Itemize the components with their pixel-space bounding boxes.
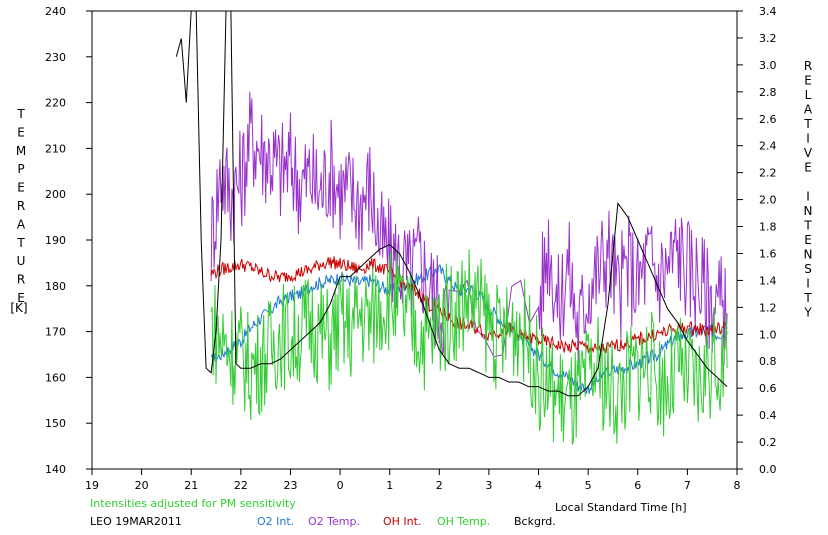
y-right-title-char: N bbox=[804, 248, 813, 262]
axis-labels: 19 20 21 22 23 0 1 2 3 4 5 6 7 8140150160170180190200… bbox=[10, 5, 813, 492]
y-left-title-char: T bbox=[16, 107, 25, 121]
x-tick-label: 19 bbox=[85, 479, 99, 492]
y-left-title-char: P bbox=[17, 162, 24, 176]
y-left-tick-label: 220 bbox=[45, 97, 66, 110]
y-right-tick-label: 3.0 bbox=[759, 59, 777, 72]
legend-item: Bckgrd. bbox=[514, 515, 556, 528]
y-right-title-char: I bbox=[806, 190, 810, 204]
y-right-title-char: Y bbox=[803, 306, 812, 320]
x-tick-label: 23 bbox=[283, 479, 297, 492]
y-left-tick-label: 230 bbox=[45, 51, 66, 64]
y-right-title-char: E bbox=[804, 161, 812, 175]
y-right-tick-label: 0.6 bbox=[759, 382, 777, 395]
y-right-tick-label: 3.2 bbox=[759, 32, 777, 45]
note-text: Intensities adjusted for PM sensitivity bbox=[90, 497, 296, 510]
y-right-tick-label: 3.4 bbox=[759, 5, 777, 18]
y-left-tick-label: 170 bbox=[45, 326, 66, 339]
y-right-tick-label: 1.2 bbox=[759, 301, 777, 314]
y-right-tick-label: 0.0 bbox=[759, 463, 777, 476]
y-left-title-char: R bbox=[17, 199, 25, 213]
y-right-title-char: N bbox=[804, 204, 813, 218]
x-tick-label: 4 bbox=[535, 479, 542, 492]
y-left-tick-label: 190 bbox=[45, 234, 66, 247]
y-right-tick-label: 0.2 bbox=[759, 436, 777, 449]
x-tick-label: 21 bbox=[184, 479, 198, 492]
x-tick-label: 8 bbox=[734, 479, 741, 492]
y-right-tick-label: 2.4 bbox=[759, 140, 777, 153]
y-right-tick-label: 2.2 bbox=[759, 167, 777, 180]
y-right-tick-label: 1.0 bbox=[759, 328, 777, 341]
y-left-title-char: T bbox=[16, 236, 25, 250]
series-layer bbox=[175, 10, 728, 445]
x-tick-label: 3 bbox=[485, 479, 492, 492]
y-right-title-char: T bbox=[803, 291, 812, 305]
y-left-title-char: E bbox=[17, 125, 25, 139]
site-date-label: LEO 19MAR2011 bbox=[90, 515, 182, 528]
x-tick-label: 5 bbox=[585, 479, 592, 492]
y-left-title-char: M bbox=[16, 144, 26, 158]
y-right-title-char: R bbox=[804, 59, 812, 73]
y-left-tick-label: 140 bbox=[45, 463, 66, 476]
x-tick-label: 6 bbox=[634, 479, 641, 492]
y-right-title-char: V bbox=[804, 146, 813, 160]
y-left-title-char: E bbox=[17, 291, 25, 305]
y-right-title-char: I bbox=[806, 132, 810, 146]
y-right-title-char: I bbox=[806, 277, 810, 291]
y-right-tick-label: 0.8 bbox=[759, 355, 777, 368]
x-tick-label: 0 bbox=[337, 479, 344, 492]
y-right-title-char: S bbox=[804, 262, 812, 276]
y-right-title-char: E bbox=[804, 233, 812, 247]
legend-item: O2 Temp. bbox=[308, 515, 360, 528]
y-left-title-char: A bbox=[17, 217, 26, 231]
y-right-tick-label: 2.8 bbox=[759, 86, 777, 99]
y-left-tick-label: 160 bbox=[45, 371, 66, 384]
legend-item: OH Int. bbox=[383, 515, 421, 528]
series-oh-temp bbox=[210, 249, 728, 445]
y-left-unit: [K] bbox=[10, 301, 27, 315]
x-axis-title: Local Standard Time [h] bbox=[555, 501, 687, 514]
legend: O2 Int. O2 Temp. OH Int. OH Temp. Bckgrd. bbox=[257, 515, 556, 528]
y-right-tick-label: 1.8 bbox=[759, 221, 777, 234]
y-left-tick-label: 200 bbox=[45, 188, 66, 201]
x-tick-label: 1 bbox=[386, 479, 393, 492]
y-left-title-char: U bbox=[17, 254, 26, 268]
x-tick-label: 20 bbox=[135, 479, 149, 492]
axes bbox=[86, 10, 743, 475]
footer: Intensities adjusted for PM sensitivity … bbox=[90, 497, 687, 528]
x-tick-label: 2 bbox=[436, 479, 443, 492]
y-left-tick-label: 240 bbox=[45, 5, 66, 18]
y-left-tick-label: 180 bbox=[45, 280, 66, 293]
y-right-title-char: E bbox=[804, 74, 812, 88]
x-tick-label: 7 bbox=[684, 479, 691, 492]
y-right-tick-label: 1.4 bbox=[759, 274, 777, 287]
y-left-title-char: R bbox=[17, 273, 25, 287]
y-right-title-char: T bbox=[803, 117, 812, 131]
series-oh-int bbox=[210, 256, 728, 354]
y-right-tick-label: 2.6 bbox=[759, 113, 777, 126]
y-right-title-char: T bbox=[803, 219, 812, 233]
legend-item: OH Temp. bbox=[437, 515, 490, 528]
y-right-tick-label: 2.0 bbox=[759, 194, 777, 207]
y-right-tick-label: 0.4 bbox=[759, 409, 777, 422]
y-right-tick-label: 1.6 bbox=[759, 247, 777, 260]
y-right-title-char: L bbox=[805, 88, 812, 102]
legend-item: O2 Int. bbox=[257, 515, 294, 528]
y-left-tick-label: 210 bbox=[45, 142, 66, 155]
series-o2-temp bbox=[210, 91, 728, 366]
y-left-title-char: E bbox=[17, 181, 25, 195]
y-left-tick-label: 150 bbox=[45, 417, 66, 430]
y-right-title-char: A bbox=[804, 103, 813, 117]
x-tick-label: 22 bbox=[234, 479, 248, 492]
